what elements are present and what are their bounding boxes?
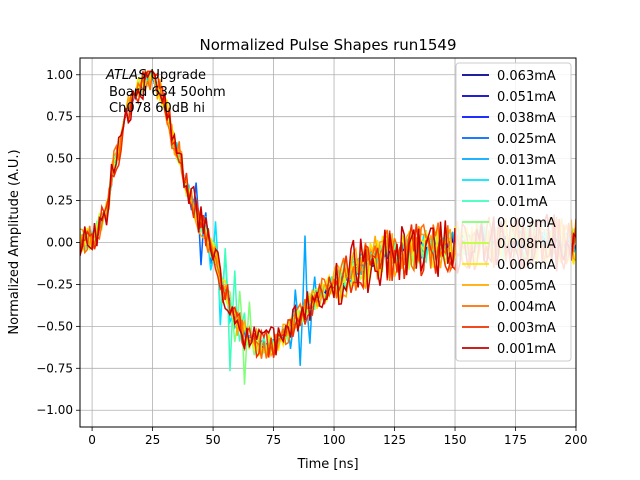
y-tick-label: 0.00 [46, 236, 73, 250]
y-tick-label: 0.50 [46, 152, 73, 166]
annotation-atlas: ATLAS [105, 68, 146, 83]
annotation-channel: Ch078 60dB hi [109, 101, 205, 116]
x-axis-ticks: 0 25 50 75 100 125 150 175 200 [88, 427, 587, 447]
chart-title: Normalized Pulse Shapes run1549 [199, 36, 456, 54]
x-tick-label: 125 [383, 433, 406, 447]
x-tick-label: 50 [205, 433, 220, 447]
y-tick-label: −0.75 [36, 361, 73, 375]
y-tick-label: −0.50 [36, 319, 73, 333]
svg-text:ATLAS Upgrade: ATLAS Upgrade [105, 68, 206, 83]
legend: 0.063mA 0.051mA 0.038mA 0.025mA 0.013mA 0.011… [455, 62, 572, 362]
legend-label: 0.009mA [497, 216, 556, 231]
legend-label: 0.011mA [497, 174, 556, 189]
annotation: ATLAS Upgrade Board 634 50ohm Ch078 60dB… [105, 68, 226, 116]
legend-label: 0.013mA [497, 153, 556, 168]
legend-label: 0.025mA [497, 132, 556, 147]
legend-label: 0.01mA [497, 195, 548, 210]
legend-label: 0.001mA [497, 342, 556, 357]
legend-label: 0.051mA [497, 90, 556, 105]
legend-label: 0.004mA [497, 300, 556, 315]
y-axis-ticks: −1.00 −0.75 −0.50 −0.25 0.00 0.25 0.50 0.75 1.00 [36, 68, 80, 417]
legend-label: 0.063mA [497, 69, 556, 84]
x-tick-label: 200 [565, 433, 588, 447]
x-axis-label: Time [ns] [296, 457, 358, 472]
y-tick-label: −0.25 [36, 277, 73, 291]
y-tick-label: 1.00 [46, 68, 73, 82]
legend-box [455, 62, 572, 362]
x-tick-label: 0 [88, 433, 96, 447]
x-tick-label: 100 [323, 433, 346, 447]
x-tick-label: 150 [444, 433, 467, 447]
legend-label: 0.038mA [497, 111, 556, 126]
legend-label: 0.006mA [497, 258, 556, 273]
annotation-board: Board 634 50ohm [109, 85, 226, 100]
legend-label: 0.003mA [497, 321, 556, 336]
annotation-upgrade: Upgrade [146, 68, 206, 83]
y-tick-label: 0.25 [46, 194, 73, 208]
y-tick-label: 0.75 [46, 110, 73, 124]
y-tick-label: −1.00 [36, 403, 73, 417]
x-tick-label: 175 [504, 433, 527, 447]
x-tick-label: 25 [145, 433, 160, 447]
y-axis-label: Normalized Amplitude (A.U.) [7, 149, 22, 334]
x-tick-label: 75 [266, 433, 281, 447]
legend-label: 0.005mA [497, 279, 556, 294]
legend-label: 0.008mA [497, 237, 556, 252]
